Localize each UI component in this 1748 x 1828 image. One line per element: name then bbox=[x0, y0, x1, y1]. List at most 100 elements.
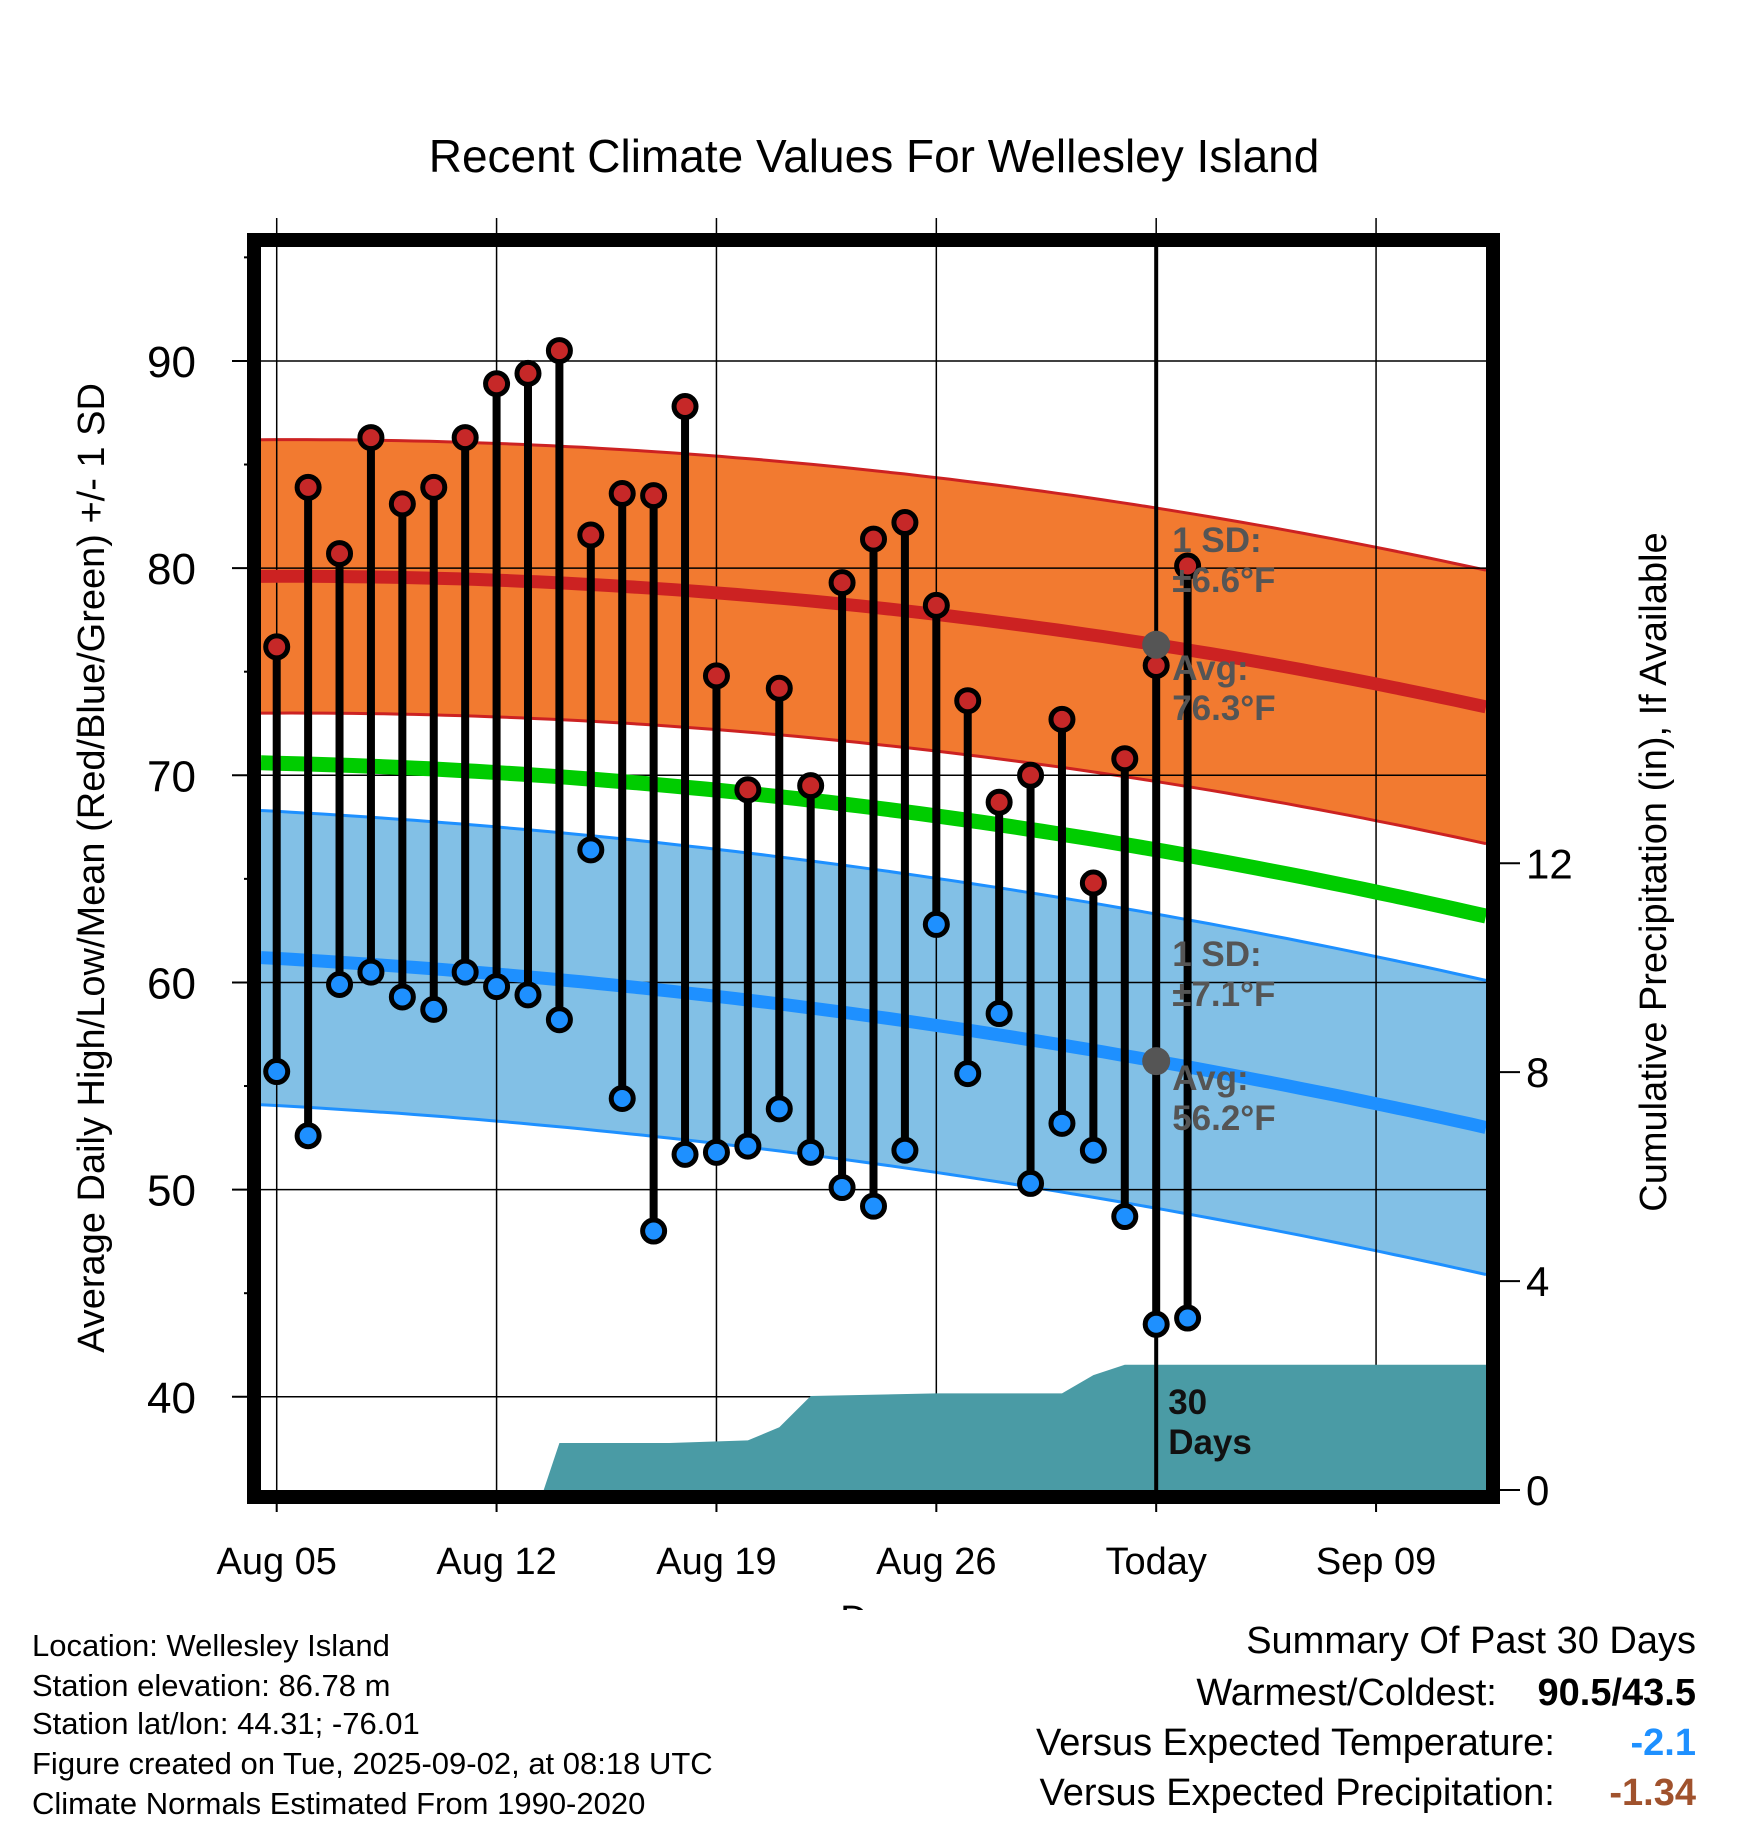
observed-high-point bbox=[388, 490, 416, 518]
observed-high-point bbox=[263, 633, 291, 661]
plot-frame bbox=[247, 233, 1500, 1504]
y-tick-label: 60 bbox=[147, 959, 196, 1008]
x-tick-label: Sep 09 bbox=[1316, 1541, 1436, 1583]
observed-high-point bbox=[828, 569, 856, 597]
observed-low-point bbox=[1017, 1169, 1045, 1197]
observed-low-point bbox=[451, 958, 479, 986]
y-tick-label: 90 bbox=[147, 338, 196, 387]
high-sd-annotation: ±6.6°F bbox=[1172, 561, 1275, 600]
x-tick-label: Aug 12 bbox=[436, 1541, 556, 1583]
observed-low-point bbox=[357, 958, 385, 986]
x-tick-label: Aug 19 bbox=[656, 1541, 776, 1583]
y2-axis-label: Cumulative Precipitation (in), If Availa… bbox=[1633, 532, 1675, 1211]
observed-high-point bbox=[1111, 745, 1139, 773]
observed-high-point bbox=[451, 424, 479, 452]
observed-low-point bbox=[263, 1058, 291, 1086]
observed-high-point bbox=[860, 525, 887, 553]
chart-title: Recent Climate Values For Wellesley Isla… bbox=[429, 130, 1320, 182]
high-avg-annotation: 76.3°F bbox=[1172, 689, 1276, 728]
x-tick-label: Aug 26 bbox=[876, 1541, 996, 1583]
summary-precip-row: Versus Expected Precipitation: -1.34 bbox=[1039, 1772, 1696, 1815]
observed-low-point bbox=[891, 1136, 919, 1164]
precipitation-area bbox=[261, 1364, 1486, 1490]
observed-low-point bbox=[1079, 1136, 1107, 1164]
observed-high-point bbox=[577, 521, 605, 549]
normals-text: Climate Normals Estimated From 1990-2020 bbox=[32, 1786, 646, 1821]
observed-high-point bbox=[514, 359, 542, 387]
created-text: Figure created on Tue, 2025-09-02, at 08… bbox=[32, 1746, 713, 1781]
observed-low-point bbox=[954, 1060, 982, 1088]
location-text: Location: Wellesley Island bbox=[32, 1628, 390, 1663]
low-sd-annotation: 1 SD: bbox=[1172, 935, 1261, 974]
temp-value: -2.1 bbox=[1630, 1722, 1696, 1764]
summary-temp-row: Versus Expected Temperature: -2.1 bbox=[1036, 1722, 1696, 1765]
today-low-normal-marker bbox=[1142, 1047, 1171, 1076]
warmest-value: 90.5/43.5 bbox=[1537, 1672, 1696, 1714]
latlon-text: Station lat/lon: 44.31; -76.01 bbox=[32, 1706, 420, 1741]
observed-low-point bbox=[514, 981, 542, 1009]
observed-low-point bbox=[860, 1192, 887, 1220]
observed-low-point bbox=[294, 1122, 322, 1150]
y2-tick-label: 4 bbox=[1526, 1258, 1549, 1305]
observed-high-point bbox=[671, 393, 699, 421]
observed-high-point bbox=[765, 674, 793, 702]
today-high-normal-marker bbox=[1142, 630, 1171, 659]
observed-low-point bbox=[1048, 1109, 1076, 1137]
observed-low-point bbox=[545, 1006, 573, 1034]
observed-low-point bbox=[640, 1217, 668, 1245]
y2-tick-label: 0 bbox=[1526, 1467, 1549, 1514]
observed-high-point bbox=[294, 473, 322, 501]
y-axis-label: Average Daily High/Low/Mean (Red/Blue/Gr… bbox=[71, 383, 113, 1353]
observed-low-point bbox=[577, 836, 605, 864]
y2-tick-label: 8 bbox=[1526, 1049, 1549, 1096]
precip-value: -1.34 bbox=[1609, 1772, 1696, 1814]
summary-heading: Summary Of Past 30 Days bbox=[1246, 1620, 1696, 1662]
precip-window-annotation: Days bbox=[1168, 1423, 1252, 1462]
observed-low-point bbox=[608, 1084, 636, 1112]
observed-high-point bbox=[640, 482, 668, 510]
y-tick-label: 40 bbox=[147, 1374, 196, 1423]
observed-low-point bbox=[388, 983, 416, 1011]
low-sd-annotation: ±7.1°F bbox=[1172, 975, 1275, 1014]
y-tick-label: 50 bbox=[147, 1167, 196, 1216]
x-tick-label: Today bbox=[1105, 1541, 1206, 1583]
x-axis-label: Day bbox=[840, 1599, 908, 1610]
observed-low-point bbox=[1142, 1310, 1170, 1338]
observed-low-point bbox=[922, 910, 950, 938]
low-avg-annotation: 56.2°F bbox=[1172, 1099, 1276, 1138]
summary-warmest-row: Warmest/Coldest: 90.5/43.5 bbox=[1196, 1672, 1696, 1715]
observed-high-point bbox=[420, 473, 448, 501]
precip-cumulative-area bbox=[261, 1364, 1486, 1490]
y-tick-label: 70 bbox=[147, 752, 196, 801]
observed-low-point bbox=[797, 1138, 825, 1166]
precip-window-annotation: 30 bbox=[1168, 1383, 1207, 1422]
observed-high-point bbox=[954, 687, 982, 715]
observed-high-point bbox=[985, 788, 1013, 816]
high-avg-annotation: Avg: bbox=[1172, 649, 1248, 688]
observed-low-point bbox=[702, 1138, 730, 1166]
observed-low-point bbox=[483, 973, 511, 1001]
temp-label: Versus Expected Temperature: bbox=[1035, 1722, 1555, 1764]
observed-low-point bbox=[734, 1132, 762, 1160]
observed-high-point bbox=[891, 509, 919, 537]
warmest-label: Warmest/Coldest: bbox=[1196, 1672, 1497, 1714]
observed-high-point bbox=[357, 424, 385, 452]
observed-high-point bbox=[1017, 761, 1045, 789]
observed-high-point bbox=[702, 662, 730, 690]
observed-low-point bbox=[671, 1140, 699, 1168]
observed-low-point bbox=[420, 995, 448, 1023]
x-tick-label: Aug 05 bbox=[216, 1541, 336, 1583]
observed-low-point bbox=[985, 1000, 1013, 1028]
plot-border bbox=[247, 233, 1500, 1504]
observed-high-point bbox=[1174, 552, 1202, 580]
observed-low-point bbox=[1111, 1203, 1139, 1231]
observed-high-point bbox=[483, 370, 511, 398]
observed-low-point bbox=[1174, 1304, 1202, 1332]
high-sd-annotation: 1 SD: bbox=[1172, 521, 1261, 560]
observed-low-point bbox=[828, 1174, 856, 1202]
axes: Aug 05 Aug 12 Aug 19 Aug 26 Today Sep 0940506… bbox=[71, 256, 1675, 1583]
observed-low-point bbox=[326, 971, 354, 999]
observed-high-point bbox=[326, 540, 354, 568]
observed-low-point bbox=[765, 1095, 793, 1123]
